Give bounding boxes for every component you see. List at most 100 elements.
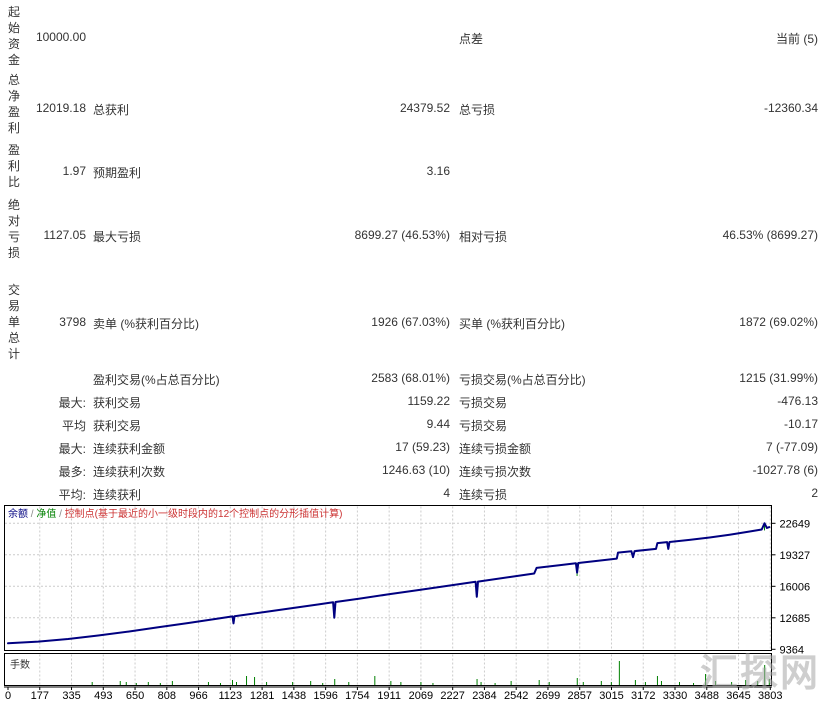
report-cell-b: 最大: xyxy=(58,396,86,410)
x-tick-label: 3803 xyxy=(758,690,782,701)
x-tick-label: 3488 xyxy=(695,690,719,701)
x-tick-label: 808 xyxy=(158,690,176,701)
report-cell-f: -1027.78 (6) xyxy=(752,463,818,477)
x-tick-label: 1281 xyxy=(250,690,274,701)
y-tick-label: 12685 xyxy=(780,613,811,625)
report-cell-e: 点差 xyxy=(459,32,484,46)
x-tick-label: 1123 xyxy=(219,690,243,701)
report-cell-c: 卖单 (%获利百分比) xyxy=(93,317,199,331)
report-cell-f: -10.17 xyxy=(783,417,818,431)
report-row: 12019.18 总获利 24379.52 总亏损 -12360.34 xyxy=(0,101,826,117)
chart-plot-frame xyxy=(4,505,772,651)
lots-label: 手数 xyxy=(10,660,30,671)
lots-strip-frame xyxy=(4,653,772,686)
x-tick-label: 3645 xyxy=(726,690,750,701)
report-cell-f: 46.53% (8699.27) xyxy=(722,228,818,242)
x-tick-label: 966 xyxy=(189,690,207,701)
report-row: 平均: 连续获利 4 连续亏损 2 xyxy=(0,486,826,502)
report-cell-b: 1.97 xyxy=(62,164,86,178)
x-tick-label: 2069 xyxy=(409,690,433,701)
report-cell-f: 1215 (31.99%) xyxy=(739,371,818,385)
x-tick-label: 177 xyxy=(31,690,49,701)
report-cell-d: 3.16 xyxy=(426,164,450,178)
x-tick-label: 335 xyxy=(62,690,80,701)
report-cell-e: 买单 (%获利百分比) xyxy=(459,317,565,331)
report-cell-b: 10000.00 xyxy=(35,30,86,44)
report-row: 1127.05 最大亏损 8699.27 (46.53%) 相对亏损 46.53% (8… xyxy=(0,228,826,244)
y-tick-label: 22649 xyxy=(780,518,811,530)
report-cell-c: 连续获利 xyxy=(93,488,142,502)
report-cell-d: 17 (59.23) xyxy=(395,440,450,454)
report-row: 盈利交易(%占总百分比) 2583 (68.01%) 亏损交易(%占总百分比) 121… xyxy=(0,371,826,387)
report-cell-b: 最多: xyxy=(58,465,86,479)
report-cell-c: 获利交易 xyxy=(93,419,142,433)
report-side-label: 起始资金 xyxy=(8,5,21,67)
report-cell-f: 2 xyxy=(811,486,818,500)
report-cell-c: 连续获利金额 xyxy=(93,442,166,456)
report-row: 最大: 连续获利金额 17 (59.23) 连续亏损金额 7 (-77.09) xyxy=(0,440,826,456)
legend-separator: / xyxy=(28,509,37,520)
y-tick-label: 16006 xyxy=(780,581,811,593)
y-tick-label: 9364 xyxy=(780,644,804,656)
x-tick-label: 2699 xyxy=(536,690,560,701)
report-row: 平均 获利交易 9.44 亏损交易 -10.17 xyxy=(0,417,826,433)
report-cell-e: 亏损交易 xyxy=(459,419,508,433)
report-cell-b: 平均 xyxy=(61,419,86,433)
report-cell-b: 平均: xyxy=(58,488,86,502)
report-row: 1.97 预期盈利 3.16 xyxy=(0,164,826,180)
legend-model-label: 控制点(基于最近的小一级时段内的12个控制点的分形插值计算) xyxy=(64,509,343,520)
report-cell-c: 预期盈利 xyxy=(93,166,142,180)
report-cell-e: 相对亏损 xyxy=(459,230,508,244)
report-cell-c: 最大亏损 xyxy=(93,230,142,244)
x-tick-label: 1754 xyxy=(345,690,369,701)
report-cell-b: 3798 xyxy=(59,315,86,329)
report-row: 10000.00 点差 当前 (5) xyxy=(0,30,826,46)
report-cell-b: 最大: xyxy=(58,442,86,456)
balance-line xyxy=(7,522,771,645)
report-row: 最大: 获利交易 1159.22 亏损交易 -476.13 xyxy=(0,394,826,410)
report-cell-e: 亏损交易 xyxy=(459,396,508,410)
report-cell-d: 4 xyxy=(443,486,450,500)
report-cell-f: 7 (-77.09) xyxy=(765,440,818,454)
report-cell-d: 2583 (68.01%) xyxy=(371,371,450,385)
report-cell-f: -12360.34 xyxy=(763,101,818,115)
x-tick-label: 1438 xyxy=(282,690,306,701)
report-cell-d: 9.44 xyxy=(426,417,450,431)
report-cell-c: 总获利 xyxy=(93,103,130,117)
y-tick-label: 19327 xyxy=(780,550,811,562)
x-tick-label: 2384 xyxy=(472,690,496,701)
x-tick-label: 2542 xyxy=(504,690,528,701)
report-cell-b: 1127.05 xyxy=(43,228,87,242)
report-side-label: 绝对亏损 xyxy=(8,198,21,260)
x-tick-label: 3330 xyxy=(663,690,687,701)
report-cell-f: -476.13 xyxy=(777,394,818,408)
report-side-label: 总净盈利 xyxy=(8,73,21,135)
report-cell-f: 1872 (69.02%) xyxy=(739,315,818,329)
report-row: 3798 卖单 (%获利百分比) 1926 (67.03%) 买单 (%获利百分比) 1… xyxy=(0,315,826,331)
x-tick-label: 2227 xyxy=(440,690,464,701)
x-tick-label: 650 xyxy=(126,690,144,701)
report-cell-e: 总亏损 xyxy=(459,103,496,117)
report-cell-b: 12019.18 xyxy=(35,101,86,115)
chart-legend: 余额 / 净值 / 控制点(基于最近的小一级时段内的12个控制点的分形插值计算) xyxy=(8,508,342,521)
report-cell-c: 连续获利次数 xyxy=(93,465,166,479)
report-cell-d: 1926 (67.03%) xyxy=(371,315,450,329)
report-cell-d: 1159.22 xyxy=(407,394,451,408)
x-tick-label: 1911 xyxy=(377,690,401,701)
x-tick-label: 0 xyxy=(5,690,11,701)
x-tick-label: 1596 xyxy=(313,690,337,701)
watermark: 汇探网 xyxy=(699,653,820,695)
report-row: 最多: 连续获利次数 1246.63 (10) 连续亏损次数 -1027.78 (6) xyxy=(0,463,826,479)
report-cell-d: 24379.52 xyxy=(399,101,450,115)
legend-separator: / xyxy=(56,509,65,520)
report-cell-e: 亏损交易(%占总百分比) xyxy=(459,373,586,387)
report-side-label: 交易单总计 xyxy=(8,283,21,361)
report-cell-c: 获利交易 xyxy=(93,396,142,410)
report-cell-e: 连续亏损金额 xyxy=(459,442,532,456)
report-cell-c: 盈利交易(%占总百分比) xyxy=(93,373,220,387)
x-tick-label: 2857 xyxy=(567,690,591,701)
report-cell-e: 连续亏损次数 xyxy=(459,465,532,479)
report-cell-e: 连续亏损 xyxy=(459,488,508,502)
report-cell-d: 1246.63 (10) xyxy=(381,463,450,477)
